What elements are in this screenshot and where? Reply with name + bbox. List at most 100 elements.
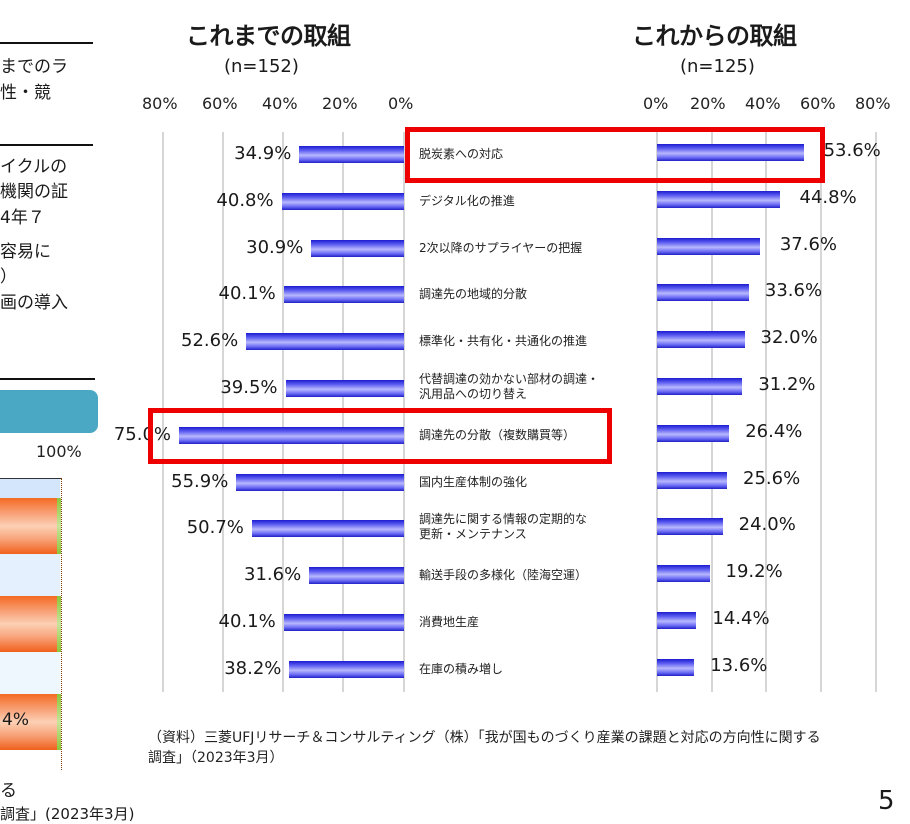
past-value-label: 55.9% [171,470,229,492]
future-bar [657,424,730,442]
highlight-box-supplier-diversification [148,408,612,464]
category-label-line: 輸送手段の多様化（陸海空運） [419,568,588,583]
future-bar [657,284,749,302]
left-bar [0,596,57,652]
future-bar [657,378,743,395]
left-footnote-2: 調査」(2023年3月) [0,805,135,823]
future-bar [657,658,695,676]
page-number: 5 [878,786,895,816]
future-bar [657,612,697,629]
tick-label: 40% [745,94,781,113]
past-bar [299,146,404,163]
left-bar [0,694,57,750]
past-value-label: 75.0% [113,423,171,445]
past-bar [283,286,404,304]
category-label-line: 調達先に関する情報の定期的な [419,512,588,527]
gridline [711,132,713,692]
category-label: 脱炭素への対応 [419,147,503,162]
past-bar [289,660,404,678]
category-label-line: 代替調達の効かない部材の調達・ [419,372,600,386]
past-value-label: 31.6% [244,564,302,586]
left-plot-border [0,478,61,479]
future-value-label: 25.6% [743,467,801,489]
category-label: 消費地生産 [419,615,479,630]
left-bar-label: 4% [2,710,29,730]
category-label-line: 調達先の分散（複数購買等） [419,427,576,442]
category-label: 2次以降のサプライヤーの把握 [419,241,582,256]
past-bar [285,380,404,397]
future-value-label: 44.8% [799,186,857,208]
left-footnote-1: る [0,781,17,801]
past-bar [246,333,404,351]
highlight-box-decarbonization [405,127,825,183]
past-bar [236,473,404,491]
divider [0,144,93,146]
past-bar [251,520,404,538]
category-label-line: デジタル化の推進 [419,193,515,208]
past-value-label: 40.1% [218,283,276,305]
tick-label: 60% [202,94,238,113]
past-bar [281,192,404,210]
left-text-2b: 機関の証 [0,182,68,202]
divider [0,378,95,380]
future-bar [657,471,728,489]
tick-label: 20% [322,94,358,113]
past-bar [179,426,404,444]
past-value-label: 52.6% [181,330,239,352]
future-value-label: 53.6% [823,140,881,161]
category-label: 国内生産体制の強化 [419,475,527,490]
future-value-label: 24.0% [738,514,796,536]
past-bar [309,567,404,585]
tick-label: 80% [142,94,178,113]
left-bar-end [57,498,61,554]
left-text-2f: ） [0,267,17,287]
category-label: 調達先の地域的分散 [419,287,527,302]
category-label-line: 在庫の積み増し [419,661,504,676]
gridline [820,132,822,692]
future-bar [657,144,804,161]
category-label: デジタル化の推進 [419,194,515,209]
future-bar [657,565,710,583]
future-value-label: 33.6% [764,280,823,302]
past-value-label: 40.8% [216,189,274,211]
future-bar [657,518,723,536]
left-text-2c: 4年７ [0,208,45,228]
chart-subtitle-past: (n=152) [224,56,299,77]
category-label: 調達先の分散（複数購買等） [419,428,575,443]
left-row-band [0,554,60,596]
future-value-label: 14.4% [712,608,770,629]
left-text-1b: 性・競 [0,83,51,103]
chart-subtitle-future: (n=125) [680,56,755,77]
category-label: 標準化・共有化・共通化の推進 [419,334,587,349]
future-value-label: 19.2% [725,561,783,583]
chart-title-future: これからの取組 [632,22,797,50]
left-text-1a: までのラ [0,57,68,77]
category-label: 在庫の積み増し [419,662,503,677]
left-bar-end [57,694,61,750]
left-text-2g: 画の導入 [0,293,68,313]
left-plot-edge [61,478,62,770]
category-label-line: 更新・メンテナンス [419,527,527,542]
category-label-line: 標準化・共有化・共通化の推進 [419,334,588,349]
category-label-line: 国内生産体制の強化 [419,474,528,489]
left-row-band [0,478,60,498]
left-text-2a: イクルの [0,157,68,177]
category-label: 調達先に関する情報の定期的な 更新・メンテナンス [419,512,587,542]
past-value-label: 40.1% [218,611,276,632]
gridline [765,132,767,692]
category-label-line: 消費地生産 [419,615,480,629]
future-value-label: 26.4% [745,420,803,442]
category-label-line: 調達先の地域的分散 [419,287,528,302]
gridline [656,132,658,692]
category-label-line: 2次以降のサプライヤーの把握 [419,240,583,255]
tick-label: 40% [262,94,298,113]
left-bar-end [57,596,61,652]
chart-title-past: これまでの取組 [186,22,351,50]
future-bar [657,190,780,208]
tick-label: 0% [388,94,414,113]
category-label-line: 汎用品への切り替え [419,387,528,401]
divider [0,42,93,44]
tick-label: 0% [643,94,669,113]
left-bar [0,498,57,554]
gridline [875,132,877,692]
